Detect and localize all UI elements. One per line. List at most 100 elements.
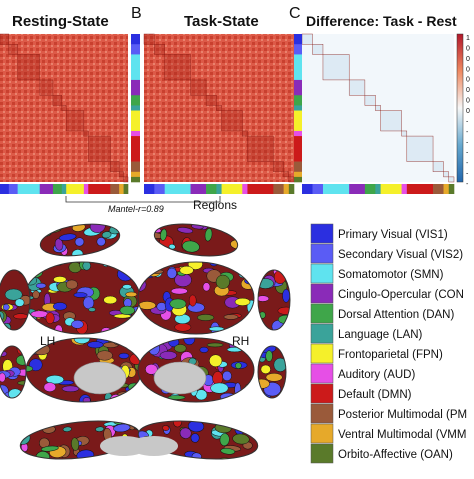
matrix-block — [364, 95, 376, 106]
colorbar-tick-label: - — [466, 129, 469, 136]
network-strip-cell — [119, 184, 124, 194]
legend-swatch — [310, 423, 334, 444]
diff-title: Difference: Task - Rest — [306, 13, 457, 29]
matrix-block — [406, 135, 434, 162]
legend-label: Ventral Multimodal (VMM — [338, 429, 466, 441]
panel-label-b: B — [131, 5, 142, 22]
colorbar-tick-label: 0 — [466, 77, 470, 84]
matrix-block — [288, 176, 295, 183]
brain-lower-left — [0, 345, 27, 399]
network-strip-cell — [294, 44, 302, 55]
network-strip-cell — [448, 184, 455, 194]
colorbar-tick-label: 1 — [466, 35, 470, 42]
network-strip-cell — [380, 184, 402, 194]
network-strip-cell — [131, 110, 140, 132]
network-strip-cell — [294, 95, 302, 106]
network-strip-cell — [443, 184, 450, 194]
network-strip-horizontal — [0, 184, 455, 194]
network-strip-cell — [131, 79, 140, 96]
legend-swatch — [310, 383, 334, 404]
network-strip-cell — [294, 136, 302, 162]
legend-label: Somatomotor (SMN) — [338, 269, 444, 281]
network-strip-cell — [131, 171, 140, 178]
network-strip-cell — [52, 184, 63, 194]
network-strip-cell — [131, 176, 140, 183]
network-strip-cell — [0, 184, 10, 194]
brain-dorsal-right — [152, 219, 240, 261]
network-strip-cell — [131, 34, 140, 45]
network-strip-cell — [312, 184, 324, 194]
colorbar-tick-label: - — [466, 118, 469, 125]
difference-matrix — [301, 33, 455, 183]
legend-swatch — [310, 303, 334, 324]
colorbar — [456, 33, 464, 183]
medial-wall-left — [73, 361, 127, 395]
network-strip-cell — [88, 184, 111, 194]
matrix-block — [443, 171, 449, 178]
matrix-block — [190, 79, 207, 96]
matrix-block — [205, 95, 217, 106]
network-strip-cell — [406, 184, 434, 194]
network-strip-cell — [294, 79, 302, 96]
matrix-block — [66, 110, 85, 132]
resting-title: Resting-State — [12, 13, 109, 30]
regions-label: Regions — [193, 198, 237, 212]
network-strip-vertical-2 — [294, 34, 302, 183]
colorbar-tick-label: - — [466, 171, 469, 178]
legend-label: Primary Visual (VIS1) — [338, 229, 448, 241]
network-strip-cell — [131, 136, 140, 162]
legend-label: Secondary Visual (VIS2) — [338, 249, 463, 261]
network-strip-cell — [247, 184, 274, 194]
colorbar-tick-label: - — [466, 139, 469, 146]
legend-label: Cingulo-Opercular (CON — [338, 289, 464, 301]
task-title: Task-State — [184, 13, 259, 30]
matrix-block — [401, 130, 408, 137]
legend-label: Language (LAN) — [338, 329, 423, 341]
network-strip-cell — [17, 184, 41, 194]
network-strip-cell — [288, 184, 295, 194]
matrix-block — [143, 33, 155, 45]
legend-swatch — [310, 403, 334, 424]
matrix-block — [432, 161, 444, 172]
brain-dorsal-left — [38, 219, 122, 260]
matrix-block — [322, 54, 350, 81]
network-strip-cell — [433, 184, 444, 194]
network-strip-cell — [164, 184, 191, 194]
matrix-block — [216, 105, 222, 111]
brain-posterior — [257, 269, 291, 331]
matrix-block — [301, 33, 313, 45]
brain-surfaces — [0, 219, 291, 465]
legend-label: Dorsal Attention (DAN) — [338, 309, 454, 321]
network-strip-cell — [221, 184, 243, 194]
network-strip-cell — [66, 184, 85, 194]
matrix-block — [348, 79, 366, 96]
network-strip-cell — [39, 184, 54, 194]
network-strip-cell — [294, 130, 302, 137]
network-strip-cell — [294, 105, 302, 111]
matrix-block — [83, 130, 89, 137]
network-strip-cell — [131, 161, 140, 173]
matrix-block — [154, 44, 165, 55]
matrix-block — [375, 105, 381, 111]
medial-wall-right — [153, 361, 207, 395]
matrix-block — [110, 161, 120, 172]
network-strip-cell — [110, 184, 120, 194]
colorbar-tick-label: - — [466, 181, 469, 188]
network-legend: Primary Visual (VIS1) Secondary Visual (V… — [310, 223, 467, 464]
colorbar-tick-label: 0 — [466, 45, 470, 52]
brain-lateral-left — [23, 261, 141, 335]
network-strip-cell — [283, 184, 290, 194]
colorbar-tick-label: 0 — [466, 87, 470, 94]
colorbar-tick-label: 0 — [466, 66, 470, 73]
network-strip-cell — [216, 184, 222, 194]
network-strip-cell — [8, 184, 18, 194]
legend-swatch — [310, 363, 334, 384]
task-matrix — [143, 33, 295, 183]
legend-swatch — [310, 283, 334, 304]
matrix-block — [52, 95, 62, 106]
matrix-block — [242, 130, 248, 137]
network-strip-cell — [294, 54, 302, 81]
legend-label: Default (DMN) — [338, 389, 412, 401]
network-strip-cell — [242, 184, 248, 194]
matrix-block — [273, 161, 284, 172]
